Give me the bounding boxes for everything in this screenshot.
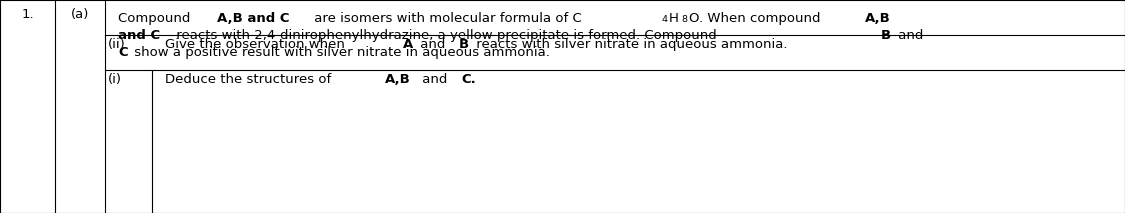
Text: 4: 4 [662, 14, 667, 23]
Text: and: and [416, 38, 449, 51]
Text: H: H [668, 12, 678, 25]
Text: 1.: 1. [21, 8, 34, 21]
Text: (ii): (ii) [108, 38, 126, 51]
Text: and: and [893, 29, 924, 42]
Text: A,B: A,B [385, 73, 411, 86]
Text: and: and [418, 73, 452, 86]
Text: are isomers with molecular formula of C: are isomers with molecular formula of C [310, 12, 582, 25]
Text: B: B [881, 29, 891, 42]
Text: reacts with silver nitrate in aqueous ammonia.: reacts with silver nitrate in aqueous am… [472, 38, 788, 51]
Text: (a): (a) [71, 8, 89, 21]
Text: A: A [403, 38, 413, 51]
Text: (i): (i) [108, 73, 122, 86]
Text: B: B [459, 38, 469, 51]
Text: reacts with 2,4-dinirophenylhydrazine, a yellow precipitate is formed. Compound: reacts with 2,4-dinirophenylhydrazine, a… [172, 29, 721, 42]
Text: C.: C. [461, 73, 476, 86]
Text: Compound: Compound [118, 12, 195, 25]
Text: A,B and C: A,B and C [217, 12, 289, 25]
Text: show a positive result with silver nitrate in aqueous ammonia.: show a positive result with silver nitra… [130, 46, 550, 59]
Text: 8: 8 [682, 14, 687, 23]
Text: Deduce the structures of: Deduce the structures of [165, 73, 335, 86]
Text: O. When compound: O. When compound [690, 12, 825, 25]
Text: C: C [118, 46, 127, 59]
Text: Give the observation when: Give the observation when [165, 38, 349, 51]
Text: and C: and C [118, 29, 160, 42]
Text: A,B: A,B [864, 12, 890, 25]
